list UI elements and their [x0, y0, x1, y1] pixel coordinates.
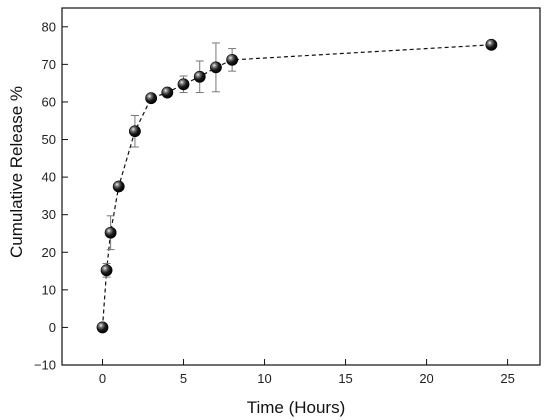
x-axis-title: Time (Hours) — [247, 398, 346, 417]
x-tick-label: 25 — [500, 371, 514, 386]
y-tick-label: 30 — [42, 207, 56, 222]
y-tick-label: 20 — [42, 245, 56, 260]
data-point — [96, 321, 109, 334]
plot-border — [61, 7, 541, 366]
plot-frame — [61, 7, 541, 366]
y-axis-ticks: −10 0 10 20 30 40 50 60 70 80 — [34, 19, 68, 373]
y-tick-label: 40 — [42, 170, 56, 185]
data-point — [193, 70, 206, 83]
y-tick-label: 50 — [42, 132, 56, 147]
y-tick-label: 0 — [49, 320, 56, 335]
data-point — [161, 86, 174, 99]
x-tick-label: 15 — [338, 371, 352, 386]
y-tick-label: 80 — [42, 19, 56, 34]
data-point — [104, 226, 117, 239]
y-tick-label: 10 — [42, 282, 56, 297]
x-tick-label: 5 — [180, 371, 187, 386]
y-tick-label: 70 — [42, 57, 56, 72]
data-point — [112, 180, 125, 193]
series-line — [101, 44, 492, 328]
error-bars — [102, 42, 237, 278]
x-tick-label: 20 — [419, 371, 433, 386]
data-point — [145, 92, 158, 105]
data-point — [210, 61, 222, 74]
x-tick-label: 10 — [257, 371, 271, 386]
x-tick-label: 0 — [99, 371, 106, 386]
data-point — [100, 264, 113, 277]
y-tick-label: −10 — [34, 358, 56, 373]
x-axis-ticks: 0 5 10 15 20 25 — [99, 359, 515, 386]
data-point — [226, 53, 239, 66]
y-axis-title: Cumulative Release % — [7, 86, 26, 258]
data-point — [485, 38, 498, 51]
y-tick-label: 60 — [42, 94, 56, 109]
data-point — [129, 125, 141, 138]
data-points — [96, 38, 498, 334]
data-point — [177, 78, 190, 91]
